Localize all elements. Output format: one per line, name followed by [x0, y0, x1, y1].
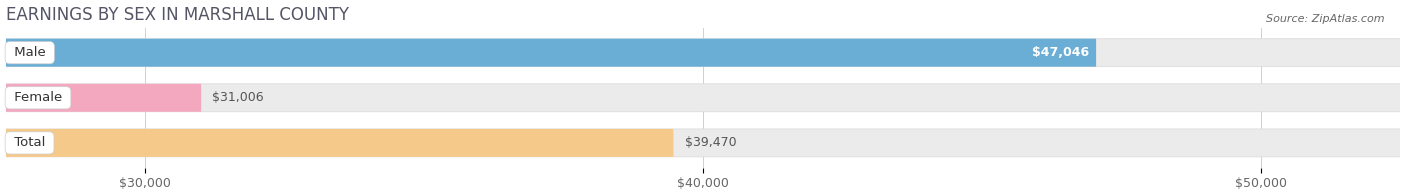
Text: Source: ZipAtlas.com: Source: ZipAtlas.com	[1267, 14, 1385, 24]
Text: $31,006: $31,006	[212, 91, 264, 104]
Text: Male: Male	[10, 46, 49, 59]
FancyBboxPatch shape	[6, 129, 1400, 157]
Text: $39,470: $39,470	[685, 136, 737, 149]
FancyBboxPatch shape	[6, 39, 1400, 67]
Text: Total: Total	[10, 136, 49, 149]
FancyBboxPatch shape	[6, 84, 201, 112]
Text: EARNINGS BY SEX IN MARSHALL COUNTY: EARNINGS BY SEX IN MARSHALL COUNTY	[6, 5, 349, 24]
FancyBboxPatch shape	[6, 84, 1400, 112]
FancyBboxPatch shape	[6, 39, 1097, 67]
Text: $47,046: $47,046	[1032, 46, 1090, 59]
Text: Female: Female	[10, 91, 66, 104]
FancyBboxPatch shape	[6, 129, 673, 157]
